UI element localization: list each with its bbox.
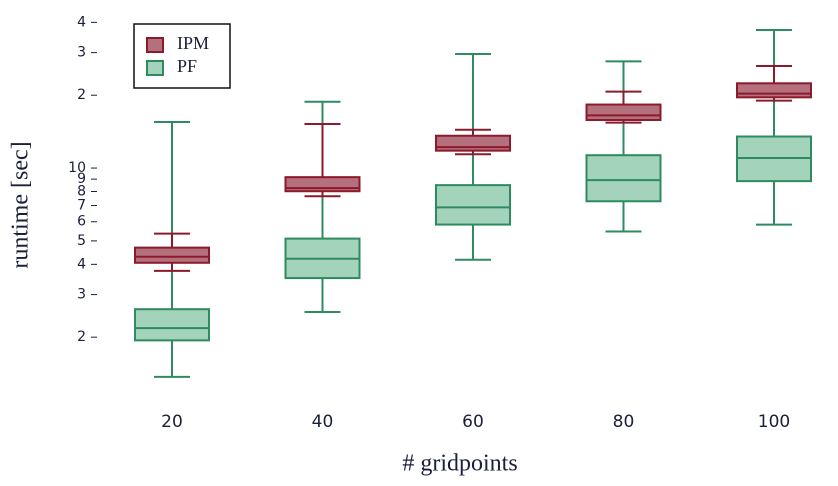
- legend-swatch: [146, 37, 164, 53]
- y-tick-label: 8: [77, 184, 86, 200]
- y-axis-label: runtime [sec]: [8, 141, 34, 268]
- y-tick-label: 6: [77, 214, 86, 230]
- x-tick-label: 40: [312, 412, 334, 432]
- box: [435, 134, 511, 152]
- box: [585, 154, 662, 203]
- y-tick-label: 4: [77, 256, 86, 272]
- box: [134, 246, 210, 264]
- box: [736, 82, 812, 99]
- y-tick-label: 5: [77, 233, 86, 249]
- y-tick-label: 2: [77, 87, 86, 103]
- y-tick-label: 3: [77, 287, 86, 303]
- legend-label: PF: [177, 56, 197, 76]
- legend-swatch: [146, 60, 164, 76]
- x-tick-label: 80: [613, 412, 635, 432]
- x-tick-label: 60: [462, 412, 484, 432]
- y-tick-label: 9: [77, 171, 86, 187]
- legend-frame: [133, 23, 231, 89]
- x-tick-label: 100: [758, 412, 790, 432]
- y-tick-label: 10: [68, 160, 86, 176]
- box: [134, 308, 210, 342]
- y-tick-label: 4: [77, 14, 86, 30]
- y-tick-label: 2: [77, 329, 86, 345]
- box: [435, 184, 511, 226]
- legend-label: IPM: [177, 33, 209, 53]
- y-tick-label: 7: [77, 198, 86, 214]
- x-axis-label: # gridpoints: [402, 451, 517, 477]
- box: [585, 103, 662, 121]
- y-tick-label: 3: [77, 45, 86, 61]
- x-tick-label: 20: [161, 412, 183, 432]
